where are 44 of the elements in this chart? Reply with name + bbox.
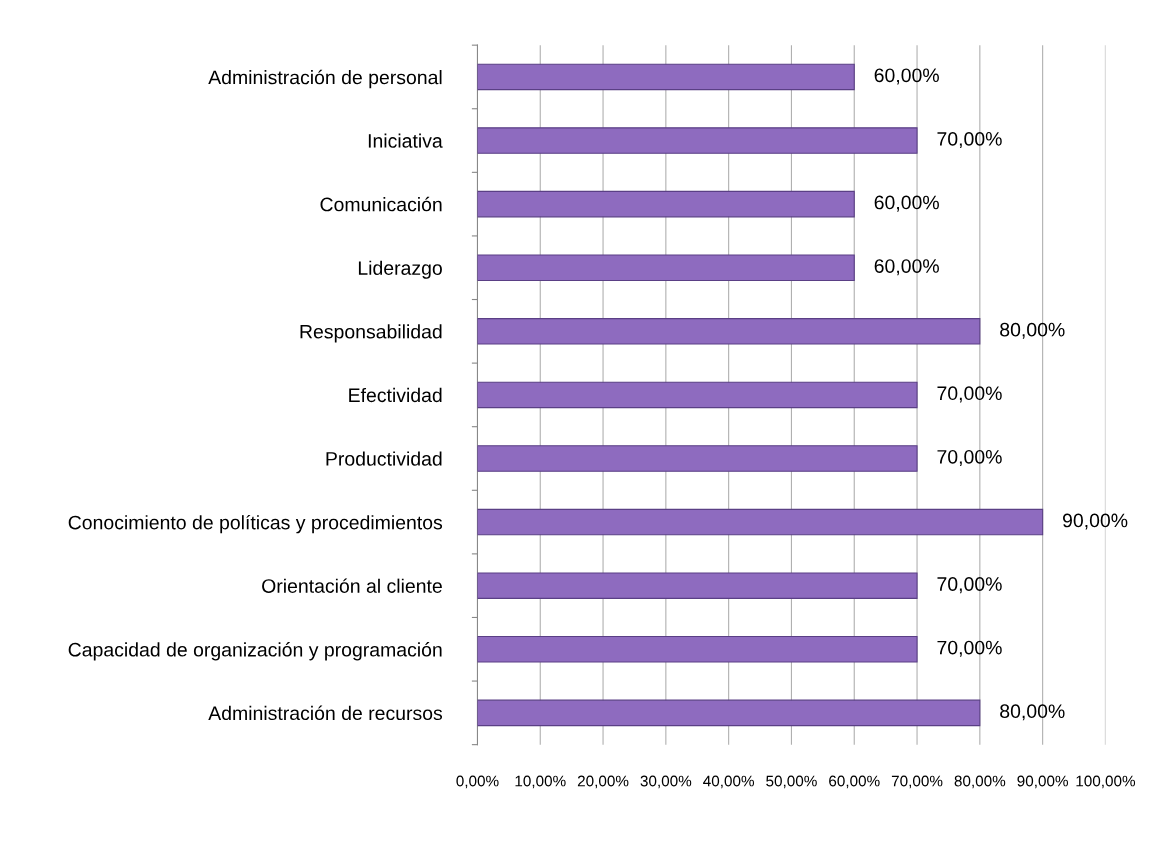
y-tick-label: Capacidad de organización y programación bbox=[68, 642, 442, 661]
y-tick-label: Conocimiento de políticas y procedimientos bbox=[68, 514, 443, 534]
bar bbox=[477, 254, 855, 281]
y-tick-label: Liderazgo bbox=[358, 260, 442, 279]
data-label: 80,00% bbox=[1000, 704, 1065, 721]
bar bbox=[477, 63, 855, 91]
data-label: 70,00% bbox=[937, 131, 1002, 149]
data-label: 80,00% bbox=[1000, 322, 1065, 339]
bar bbox=[477, 127, 918, 154]
x-tick-label: 100,00% bbox=[1076, 775, 1136, 789]
y-tick-label: Efectividad bbox=[349, 387, 442, 403]
data-label: 70,00% bbox=[937, 577, 1002, 594]
data-label: 70,00% bbox=[937, 449, 1002, 467]
x-tick-label: 10,00% bbox=[515, 775, 566, 789]
y-tick-label: Administración de personal bbox=[208, 69, 442, 89]
y-tick-label: Administración de recursos bbox=[208, 705, 443, 721]
bar bbox=[477, 572, 918, 599]
bar bbox=[477, 445, 918, 472]
bar bbox=[477, 381, 918, 409]
bar bbox=[477, 635, 918, 663]
data-label: 60,00% bbox=[874, 195, 939, 212]
x-tick-label: 30,00% bbox=[640, 775, 692, 789]
x-tick-label: 70,00% bbox=[891, 775, 943, 789]
y-tick-label: Orientación al cliente bbox=[262, 578, 442, 593]
x-tick-label: 0,00% bbox=[456, 775, 499, 789]
data-label: 70,00% bbox=[937, 640, 1002, 657]
x-tick-label: 90,00% bbox=[1017, 775, 1069, 789]
bar bbox=[477, 318, 981, 345]
data-label: 90,00% bbox=[1063, 513, 1128, 530]
y-tick-label: Responsabilidad bbox=[300, 324, 442, 343]
data-label: 60,00% bbox=[874, 68, 939, 85]
data-label: 60,00% bbox=[874, 259, 939, 276]
bar bbox=[477, 508, 1044, 536]
bar bbox=[477, 699, 981, 727]
x-tick-label: 60,00% bbox=[829, 775, 880, 789]
x-tick-label: 50,00% bbox=[766, 775, 817, 789]
x-tick-label: 80,00% bbox=[954, 775, 1006, 789]
x-tick-label: 20,00% bbox=[577, 775, 629, 789]
y-tick-label: Iniciativa bbox=[368, 133, 443, 148]
y-tick-label: Comunicación bbox=[320, 196, 442, 212]
x-tick-label: 40,00% bbox=[703, 775, 755, 789]
data-label: 70,00% bbox=[937, 386, 1002, 403]
bar bbox=[477, 190, 855, 218]
y-tick-label: Productividad bbox=[326, 451, 442, 466]
